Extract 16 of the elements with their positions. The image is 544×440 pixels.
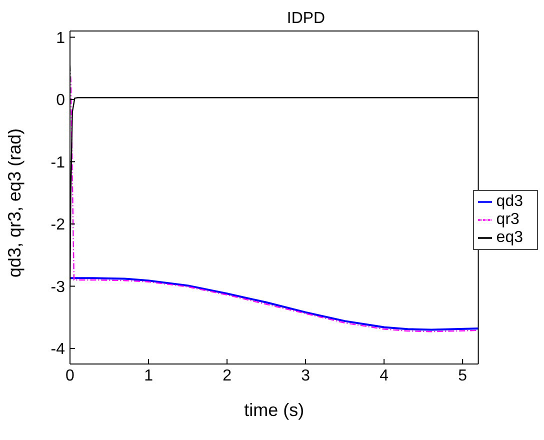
y-tick-label: -3 <box>50 278 66 296</box>
y-tick-label: -2 <box>50 216 66 234</box>
y-tick-label: 0 <box>56 92 66 110</box>
legend-label: qd3 <box>496 193 523 210</box>
chart-title: IDPD <box>286 10 326 28</box>
x-tick-label: 4 <box>380 367 389 384</box>
y-tick-label: -4 <box>50 341 66 358</box>
y-tick-label: -1 <box>50 154 66 172</box>
legend-label: qr3 <box>496 211 520 228</box>
y-tick-label: 1 <box>56 30 66 47</box>
x-tick-label: 5 <box>458 367 468 384</box>
x-tick-label: 2 <box>222 367 232 384</box>
x-axis-title: time (s) <box>244 400 304 420</box>
legend-label: eq3 <box>496 229 523 246</box>
x-tick-label: 3 <box>301 367 310 384</box>
x-tick-label: 1 <box>144 367 154 384</box>
